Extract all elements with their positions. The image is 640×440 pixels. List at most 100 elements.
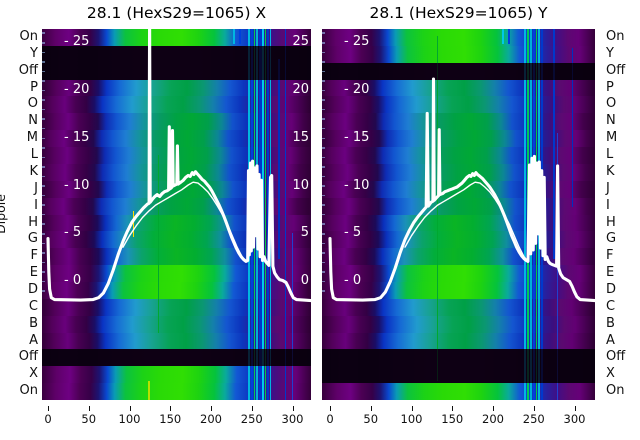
row-label: Y [606, 45, 614, 61]
row-label: Off [18, 349, 38, 365]
y-minor-tick [322, 61, 325, 63]
heatmap-row [322, 197, 595, 216]
y-tick-label-right: 15 [292, 129, 309, 145]
x-tick-label: 50 [363, 412, 379, 426]
x-tick [292, 406, 294, 411]
x-tick [452, 406, 454, 411]
heatmap-stripe [148, 381, 150, 400]
heatmap-stripe [265, 29, 266, 400]
x-tick-label: 150 [159, 412, 182, 426]
y-minor-tick [42, 32, 45, 34]
y-tick-label-right: 0 [300, 273, 309, 288]
y-minor-tick [42, 185, 45, 187]
y-minor-tick [42, 80, 45, 82]
x-tick [330, 406, 332, 411]
y-minor-tick [322, 271, 325, 273]
off-dark-band [42, 349, 311, 367]
y-tick-label: - 25 [344, 34, 370, 50]
heatmap-row [322, 281, 595, 300]
dipole-signal-x-secondary [122, 181, 247, 263]
row-label: N [606, 113, 616, 129]
x-tick-label: 50 [81, 412, 97, 426]
y-minor-tick [42, 108, 45, 111]
x-tick-label: 150 [441, 412, 464, 426]
x-tick-label: 100 [118, 412, 141, 426]
y-minor-tick [42, 290, 45, 292]
row-label: Off [606, 62, 626, 78]
row-label: I [606, 197, 610, 213]
x-tick [574, 406, 576, 411]
row-label: B [606, 315, 615, 331]
dipole-signal-x [46, 29, 311, 303]
y-minor-tick [322, 204, 325, 206]
row-label: On [606, 383, 625, 399]
heatmap-row [42, 29, 311, 47]
heatmap-plot-y: - 25 - 20 - 15 - 10 - 5 - 0 [322, 29, 595, 400]
row-label: On [19, 383, 38, 399]
signal-curve [328, 77, 595, 303]
y-minor-tick [42, 242, 45, 245]
row-label: L [30, 147, 38, 163]
x-tick-label: 250 [522, 412, 545, 426]
heatmap-row [42, 383, 311, 400]
y-minor-tick [322, 89, 325, 92]
y-minor-tick [322, 175, 325, 178]
row-label: E [29, 265, 38, 281]
heatmap-row [322, 96, 595, 115]
y-tick-label: - 10 [64, 177, 90, 193]
heatmap-row [42, 113, 311, 131]
y-minor-tick [42, 127, 45, 130]
row-label: E [606, 265, 615, 281]
y-minor-tick [322, 127, 325, 130]
x-tick [211, 406, 213, 411]
x-tick [88, 406, 90, 411]
y-minor-tick [42, 118, 45, 120]
y-minor-tick [42, 166, 45, 168]
y-minor-tick [42, 261, 45, 264]
y-minor-tick [322, 261, 325, 264]
heatmap-stripe [267, 29, 269, 400]
row-label: D [606, 281, 617, 297]
heatmap-stripe [158, 155, 159, 334]
y-tick-label: - 25 [64, 34, 90, 50]
row-label: K [606, 163, 615, 179]
heatmap-row [322, 163, 595, 182]
y-minor-tick [322, 213, 325, 216]
x-tick-label: 300 [563, 412, 586, 426]
heatmap-row [322, 130, 595, 148]
row-label: C [606, 298, 616, 314]
row-label: X [606, 366, 615, 382]
y-tick-label-right: 25 [292, 34, 309, 50]
heatmap-row [322, 113, 595, 131]
row-label: D [27, 281, 38, 297]
heatmap-stripe [285, 29, 286, 400]
heatmap-stripe [553, 29, 555, 260]
y-minor-tick [322, 156, 325, 159]
row-label: M [26, 130, 38, 146]
heatmap-stripe [278, 58, 280, 259]
y-tick-label-right: 10 [292, 177, 309, 193]
row-label: I [34, 197, 38, 213]
y-minor-tick [322, 51, 325, 54]
y-tick-label: - 5 [344, 225, 362, 241]
y-minor-tick [42, 70, 45, 73]
dipole-signal-y-secondary [404, 181, 529, 263]
y-minor-tick [42, 175, 45, 178]
y-minor-tick [42, 51, 45, 54]
row-label: Off [18, 62, 38, 78]
heatmap-stripe [133, 210, 134, 237]
y-minor-tick [42, 204, 45, 206]
heatmap-row [42, 96, 311, 115]
row-label: H [606, 214, 616, 230]
y-minor-tick [322, 242, 325, 245]
y-minor-tick [42, 156, 45, 159]
heatmap-row [42, 315, 311, 334]
y-minor-tick [322, 108, 325, 111]
y-minor-tick [42, 223, 45, 225]
y-minor-tick [42, 137, 45, 139]
heatmap-row [322, 214, 595, 233]
row-label: F [606, 248, 614, 264]
y-minor-tick [322, 280, 325, 283]
signal-curve [46, 29, 311, 303]
